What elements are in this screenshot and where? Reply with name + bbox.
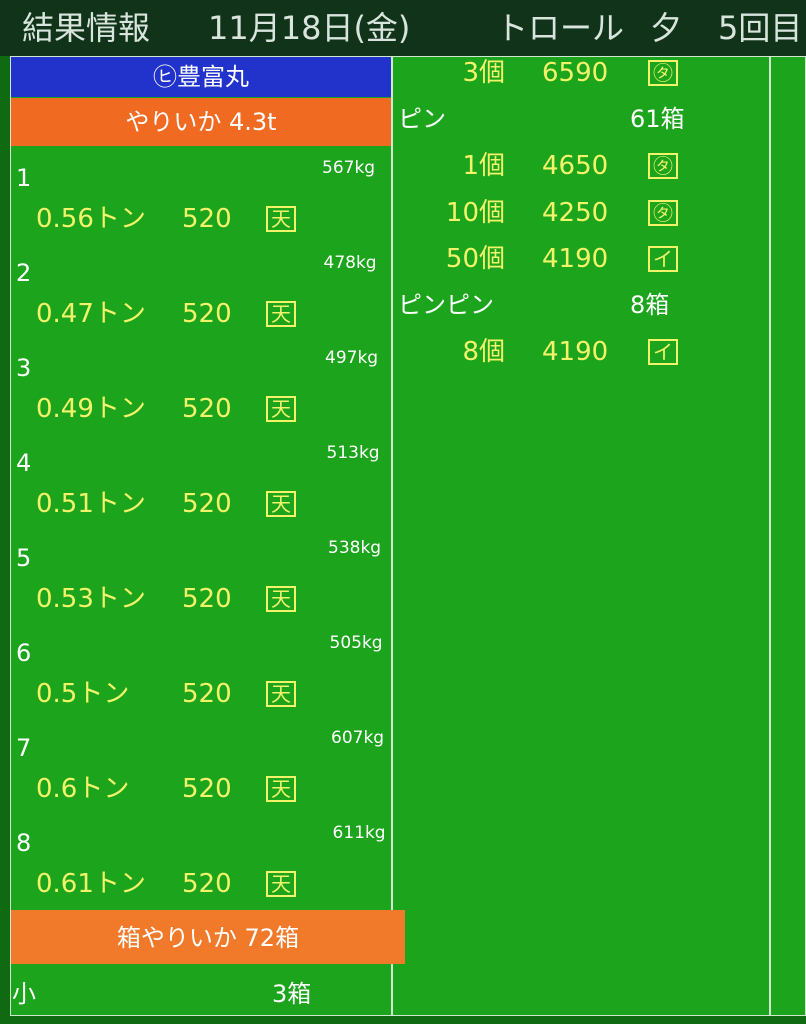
item-mark: 天 (266, 396, 296, 422)
extra-panel (770, 56, 806, 1016)
item-weight: 513kg (326, 443, 380, 463)
method: トロール (496, 9, 625, 47)
item-number: 8 (16, 829, 32, 857)
item-price: 520 (182, 489, 232, 519)
row-price: 4190 (542, 244, 609, 274)
row-count: 3個 (462, 58, 505, 88)
product-bar (11, 98, 391, 146)
item-mark: 天 (266, 776, 296, 802)
item-tons: 0.56トン (36, 204, 146, 234)
header-bar (0, 0, 806, 56)
item-mark: 天 (266, 206, 296, 232)
box-bar (11, 910, 405, 964)
row-count: 10個 (445, 197, 505, 228)
box-product: 箱やりいか 72箱 (116, 924, 300, 952)
row-price: 4190 (542, 337, 609, 367)
item-weight: 478kg (323, 253, 377, 273)
item-price: 520 (182, 774, 232, 804)
item-tons: 0.47トン (36, 299, 146, 329)
row-count: 1個 (462, 151, 505, 181)
item-weight: 567kg (322, 158, 376, 178)
item-price: 520 (182, 679, 232, 709)
product: やりいか 4.3t (125, 108, 277, 136)
round: 5回目 (718, 9, 803, 47)
item-weight: 538kg (328, 538, 382, 558)
item-mark: 天 (266, 681, 296, 707)
item-number: 6 (16, 639, 32, 667)
item-number: 2 (16, 259, 32, 287)
item-tons: 0.49トン (36, 394, 146, 424)
item-number: 1 (16, 164, 32, 192)
box-size: 小 (12, 980, 36, 1008)
row-mark: イ (648, 339, 678, 365)
row-mark: ㋟ (648, 199, 678, 226)
item-tons: 0.61トン (36, 869, 146, 899)
row-price: 4650 (542, 151, 609, 181)
item-number: 7 (16, 734, 32, 762)
item-tons: 0.51トン (36, 489, 146, 519)
item-price: 520 (182, 204, 232, 234)
date: 11月18日(金) (208, 9, 411, 47)
item-tons: 0.53トン (36, 584, 146, 614)
item-price: 520 (182, 869, 232, 899)
group-boxes: 8箱 (630, 290, 670, 319)
item-mark: 天 (266, 871, 296, 897)
row-count: 50個 (445, 244, 505, 274)
item-number: 5 (16, 544, 32, 572)
row-price: 6590 (542, 58, 609, 88)
item-tons: 0.6トン (36, 774, 130, 804)
item-mark: 天 (266, 586, 296, 612)
group-boxes: 61箱 (630, 104, 685, 133)
item-weight: 611kg (332, 823, 386, 843)
item-mark: 天 (266, 491, 296, 517)
group-name: ピン (398, 104, 446, 133)
row-count: 8個 (462, 337, 505, 367)
boat-name: ㋪豊富丸 (153, 63, 249, 91)
item-weight: 607kg (331, 728, 385, 748)
item-number: 3 (16, 354, 32, 382)
row-price: 4250 (542, 197, 609, 228)
row-mark: イ (648, 246, 678, 272)
right-panel (392, 56, 770, 1016)
left-panel (10, 56, 392, 1016)
item-price: 520 (182, 394, 232, 424)
session: 夕 (650, 9, 683, 47)
group-name: ピンピン (398, 290, 494, 319)
row-mark: ㋟ (648, 60, 678, 86)
boat-bar (11, 57, 391, 97)
item-mark: 天 (266, 301, 296, 327)
item-tons: 0.5トン (36, 679, 130, 709)
item-number: 4 (16, 449, 32, 477)
item-weight: 497kg (325, 348, 379, 368)
item-weight: 505kg (329, 633, 383, 653)
item-price: 520 (182, 299, 232, 329)
row-mark: ㋟ (648, 153, 678, 179)
box-count: 3箱 (272, 980, 312, 1008)
item-price: 520 (182, 584, 232, 614)
title: 結果情報 (22, 9, 151, 47)
